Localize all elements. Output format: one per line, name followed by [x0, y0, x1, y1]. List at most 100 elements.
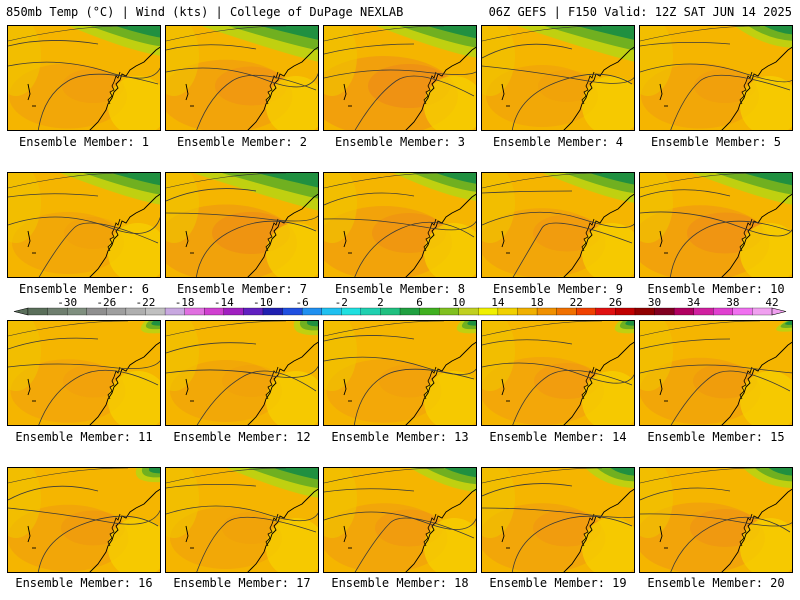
ensemble-member-map [7, 467, 161, 573]
ensemble-member-label: Ensemble Member: 17 [173, 576, 311, 590]
colorbar-swatch [27, 307, 49, 316]
ensemble-member-label: Ensemble Member: 19 [489, 576, 627, 590]
colorbar-swatch [752, 307, 773, 316]
colorbar-tick-label: 42 [765, 296, 778, 309]
colorbar-swatch [458, 307, 479, 316]
colorbar-tick-label: -14 [214, 296, 234, 309]
colorbar-swatch [517, 307, 538, 316]
colorbar-swatch [184, 307, 205, 316]
ensemble-member-label: Ensemble Member: 2 [176, 135, 308, 149]
colorbar-swatch [654, 307, 675, 316]
ensemble-member-map [7, 25, 161, 131]
colorbar-swatch [536, 307, 558, 316]
ensemble-member-label: Ensemble Member: 18 [331, 576, 469, 590]
colorbar-tick-label: -2 [335, 296, 348, 309]
colorbar-swatch [223, 307, 244, 316]
ensemble-member-map [323, 467, 477, 573]
ensemble-member-label: Ensemble Member: 9 [492, 282, 624, 296]
colorbar-tick-label: 26 [609, 296, 622, 309]
colorbar-swatch [439, 307, 460, 316]
ensemble-member-map [323, 172, 477, 278]
colorbar-swatch [693, 307, 714, 316]
ensemble-member-map [323, 320, 477, 426]
colorbar-swatch [145, 307, 166, 316]
colorbar-swatch [497, 307, 518, 316]
colorbar-swatch [106, 307, 127, 316]
colorbar-swatch [595, 307, 616, 316]
ensemble-member-label: Ensemble Member: 12 [173, 430, 311, 444]
colorbar-swatch [321, 307, 342, 316]
ensemble-member-label: Ensemble Member: 15 [647, 430, 785, 444]
ensemble-member-label: Ensemble Member: 20 [647, 576, 785, 590]
ensemble-member-label: Ensemble Member: 13 [331, 430, 469, 444]
colorbar-tick-label: 22 [570, 296, 583, 309]
ensemble-member-label: Ensemble Member: 3 [334, 135, 466, 149]
colorbar-tick-label: 14 [491, 296, 505, 309]
ensemble-member-map [639, 467, 793, 573]
ensemble-member-map [323, 25, 477, 131]
colorbar-swatch [341, 307, 362, 316]
colorbar-swatch [576, 307, 597, 316]
colorbar-swatch [125, 307, 146, 316]
colorbar-swatch [204, 307, 225, 316]
colorbar-swatch [399, 307, 421, 316]
colorbar-tick-label: 38 [726, 296, 739, 309]
colorbar-swatch [243, 307, 264, 316]
ensemble-member-map [165, 25, 319, 131]
map-title: 850mb Temp (°C) | Wind (kts) | College o… [6, 5, 404, 19]
colorbar-swatch [713, 307, 734, 316]
ensemble-member-map [639, 25, 793, 131]
colorbar-tick-label: -10 [253, 296, 273, 309]
colorbar-swatch [556, 307, 577, 316]
ensemble-member-map [165, 467, 319, 573]
colorbar-tick-label: 6 [416, 296, 423, 309]
colorbar-left-arrow [13, 307, 29, 316]
colorbar-swatch [478, 307, 499, 316]
colorbar-swatch [732, 307, 753, 316]
colorbar-swatch [86, 307, 107, 316]
ensemble-member-label: Ensemble Member: 1 [18, 135, 150, 149]
colorbar-tick-label: -26 [96, 296, 116, 309]
ensemble-member-label: Ensemble Member: 6 [18, 282, 150, 296]
colorbar-tick-label: 34 [687, 296, 701, 309]
colorbar-swatch [360, 307, 381, 316]
ensemble-member-label: Ensemble Member: 14 [489, 430, 627, 444]
ensemble-member-map [7, 172, 161, 278]
colorbar-tick-label: 10 [452, 296, 465, 309]
ensemble-member-label: Ensemble Member: 7 [176, 282, 308, 296]
ensemble-member-map [639, 172, 793, 278]
ensemble-member-map [481, 320, 635, 426]
colorbar-swatch [615, 307, 636, 316]
ensemble-member-label: Ensemble Member: 8 [334, 282, 466, 296]
colorbar-tick-label: 18 [530, 296, 543, 309]
ensemble-member-label: Ensemble Member: 5 [650, 135, 782, 149]
colorbar-tick-label: 30 [648, 296, 661, 309]
colorbar-swatch [301, 307, 323, 316]
colorbar-swatch [262, 307, 283, 316]
colorbar-swatch [419, 307, 440, 316]
ensemble-member-map [165, 320, 319, 426]
ensemble-member-map [481, 25, 635, 131]
ensemble-member-map [481, 172, 635, 278]
ensemble-member-label: Ensemble Member: 10 [647, 282, 785, 296]
colorbar-tick-label: -6 [295, 296, 308, 309]
ensemble-member-label: Ensemble Member: 16 [15, 576, 153, 590]
colorbar-tick-label: -22 [136, 296, 156, 309]
colorbar-swatch [67, 307, 88, 316]
colorbar-tick-label: 2 [377, 296, 384, 309]
ensemble-member-map [639, 320, 793, 426]
colorbar-swatch [673, 307, 695, 316]
ensemble-member-map [165, 172, 319, 278]
colorbar-swatch [380, 307, 401, 316]
model-run-info: 06Z GEFS | F150 Valid: 12Z SAT JUN 14 20… [488, 5, 792, 19]
ensemble-member-map [481, 467, 635, 573]
colorbar-tick-label: -18 [175, 296, 195, 309]
colorbar-right-arrow [771, 307, 787, 316]
colorbar-swatch [282, 307, 303, 316]
ensemble-member-label: Ensemble Member: 11 [15, 430, 153, 444]
colorbar-swatch [634, 307, 655, 316]
colorbar-swatch [164, 307, 186, 316]
ensemble-member-map [7, 320, 161, 426]
colorbar-swatch [47, 307, 68, 316]
temperature-colorbar: -30 -26 -22 -18 -14 -10 -6 -2 2 6 10 14 18 22 26 30 34 38… [13, 296, 787, 316]
